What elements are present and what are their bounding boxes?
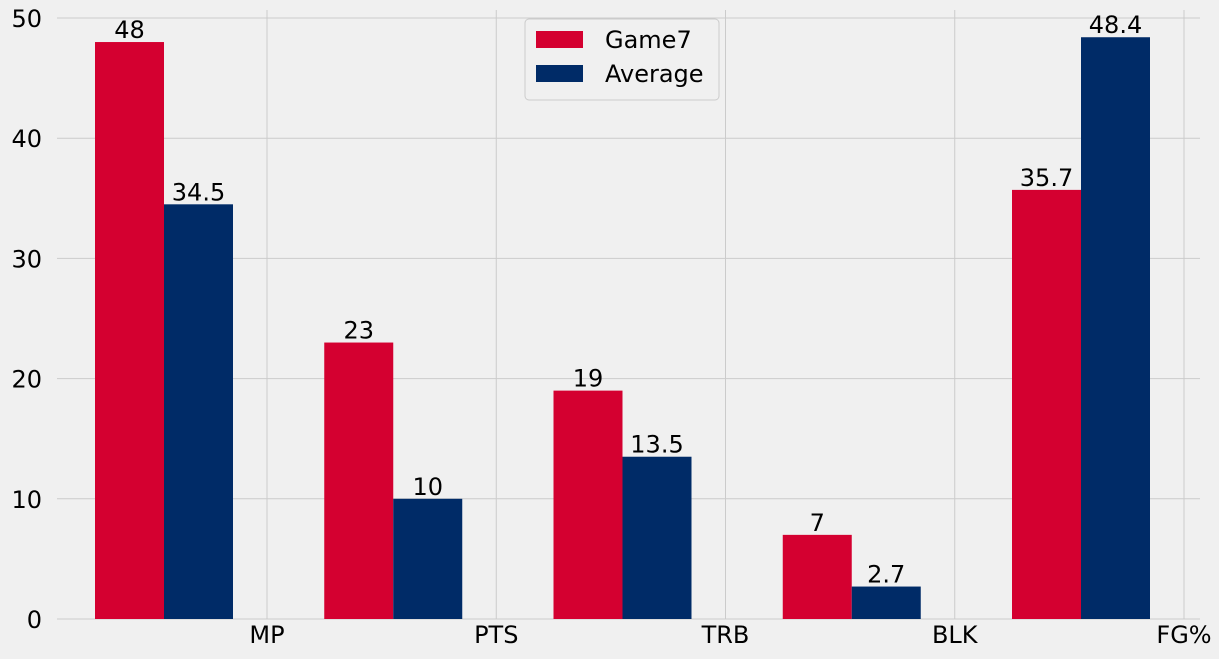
bar-game7	[553, 390, 623, 619]
bars	[95, 37, 1150, 620]
bar-game7	[324, 342, 394, 619]
legend[interactable]: Game7 Average	[524, 18, 720, 101]
y-tick-label: 40	[11, 125, 42, 153]
bar-average	[164, 204, 233, 619]
data-labels: 48 23 19 7 35.7 34.5 10 13.5 2.7 48.4	[114, 11, 1142, 588]
bar-value-label: 13.5	[630, 431, 683, 459]
bar-average	[622, 456, 692, 619]
bar-value-label: 2.7	[867, 561, 905, 589]
x-tick-label: MP	[249, 621, 284, 649]
bar-average	[851, 586, 921, 619]
y-axis-ticks: 0 10 20 30 40 50	[11, 5, 42, 634]
bar-game7	[95, 42, 164, 620]
y-tick-label: 20	[11, 366, 42, 394]
bar-game7	[1012, 189, 1081, 620]
x-axis-ticks: MP PTS TRB BLK FG%	[249, 621, 1211, 649]
y-tick-label: 10	[11, 486, 42, 514]
legend-label-game7: Game7	[605, 26, 692, 54]
x-tick-label: TRB	[701, 621, 750, 649]
bar-value-label: 34.5	[172, 178, 225, 206]
x-tick-label: BLK	[932, 621, 979, 649]
bar-value-label: 23	[343, 317, 374, 345]
bar-value-label: 35.7	[1020, 164, 1073, 192]
bar-value-label: 48	[114, 16, 145, 44]
bar-game7	[782, 534, 852, 619]
bar-average	[1081, 37, 1150, 620]
y-tick-label: 0	[27, 606, 42, 634]
y-tick-label: 30	[11, 245, 42, 273]
legend-label-average: Average	[605, 60, 704, 88]
grid	[57, 10, 1200, 620]
x-tick-label: PTS	[474, 621, 518, 649]
bar-value-label: 48.4	[1089, 11, 1142, 39]
bar-value-label: 7	[810, 509, 825, 537]
bar-value-label: 19	[573, 365, 604, 393]
legend-swatch-average	[536, 65, 583, 82]
bar-average	[393, 498, 463, 619]
x-tick-label: FG%	[1156, 621, 1211, 649]
bar-value-label: 10	[412, 473, 443, 501]
y-tick-label: 50	[11, 5, 42, 33]
legend-swatch-game7	[536, 31, 583, 48]
